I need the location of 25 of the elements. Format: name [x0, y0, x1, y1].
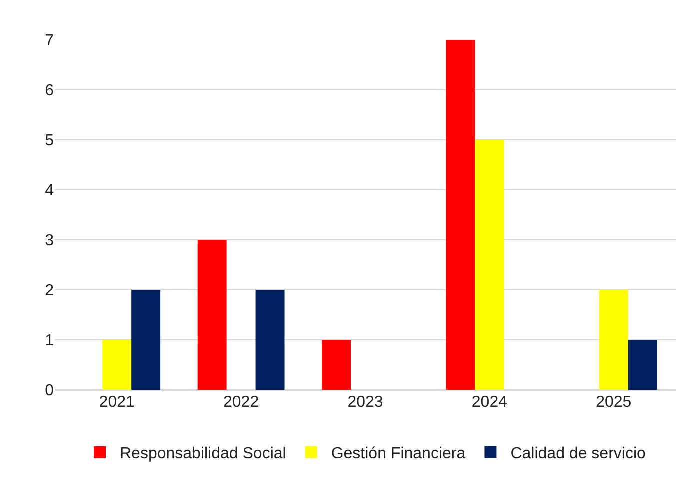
y-tick-label: 2: [45, 282, 54, 300]
x-tick-label: 2023: [348, 394, 384, 411]
y-tick-label: 0: [45, 382, 54, 400]
y-tick-label: 1: [45, 332, 54, 350]
bar: [628, 340, 658, 390]
y-tick-label: 5: [45, 132, 54, 150]
y-tick-label: 4: [45, 182, 54, 200]
x-tick-label: 2021: [99, 394, 135, 411]
y-tick-label: 3: [45, 232, 54, 250]
bar: [198, 240, 227, 390]
legend-label: Responsabilidad Social: [120, 446, 286, 463]
y-tick-label: 6: [45, 82, 54, 100]
y-tick-label: 7: [45, 32, 54, 50]
legend-label: Gestión Financiera: [331, 446, 466, 463]
bar: [102, 340, 132, 390]
bar: [132, 290, 161, 390]
bar: [475, 140, 504, 390]
legend-label: Calidad de servicio: [510, 446, 646, 463]
bar: [256, 290, 285, 390]
bar: [599, 290, 628, 390]
x-tick-label: 2024: [472, 394, 508, 411]
bar: [446, 40, 476, 390]
x-tick-label: 2025: [596, 394, 632, 411]
bar: [322, 340, 352, 390]
x-tick-label: 2022: [224, 394, 260, 411]
